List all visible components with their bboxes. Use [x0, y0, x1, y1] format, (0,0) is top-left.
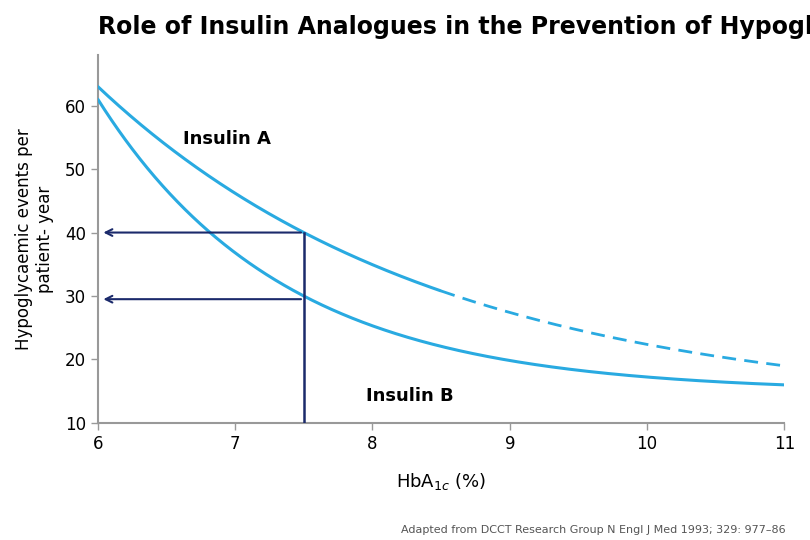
Y-axis label: Hypoglycaemic events per
patient- year: Hypoglycaemic events per patient- year — [15, 128, 53, 350]
Text: Insulin A: Insulin A — [183, 130, 271, 147]
Text: Adapted from DCCT Research Group N Engl J Med 1993; 329: 977–86: Adapted from DCCT Research Group N Engl … — [401, 524, 786, 535]
Text: Role of Insulin Analogues in the Prevention of Hypoglycemia: Role of Insulin Analogues in the Prevent… — [98, 15, 810, 39]
Text: Insulin B: Insulin B — [365, 387, 454, 405]
Text: HbA$_{1c}$ (%): HbA$_{1c}$ (%) — [396, 471, 486, 492]
